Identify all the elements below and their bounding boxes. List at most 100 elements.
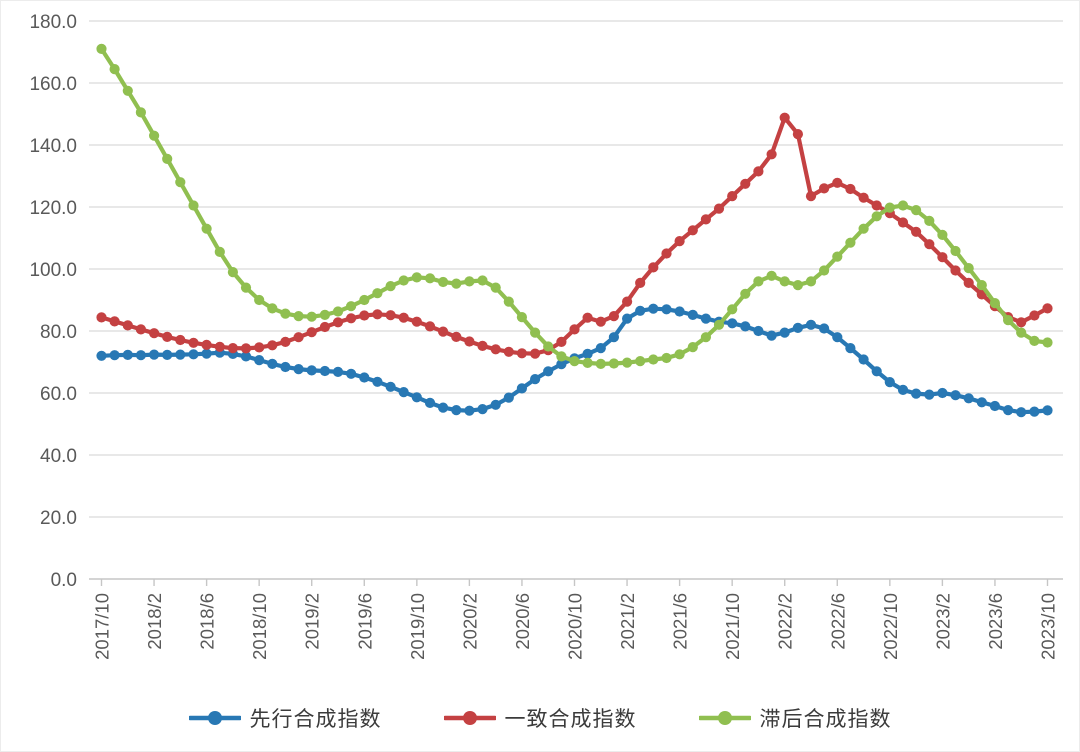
data-point-lagging [937,229,948,240]
x-axis-tick-label: 2022/6 [827,593,848,650]
data-point-lagging [346,301,357,312]
data-point-coincident [372,309,383,320]
data-point-lagging [372,288,383,299]
data-point-leading [805,319,817,330]
data-point-lagging [871,211,882,222]
data-point-lagging [319,309,330,320]
data-point-leading [109,350,120,361]
data-point-leading [1029,406,1040,417]
data-point-leading [648,303,659,314]
data-point-coincident [661,248,672,259]
data-point-coincident [950,265,961,276]
legend-item-leading: 先行合成指数 [188,703,382,733]
legend-item-coincident: 一致合成指数 [443,703,637,733]
data-point-lagging [897,200,909,211]
data-point-lagging [805,276,817,287]
data-point-leading [911,388,922,399]
data-point-coincident [319,321,330,333]
data-point-coincident [819,183,830,194]
data-point-leading [766,330,777,341]
data-point-coincident [175,334,186,346]
data-point-leading [989,400,1001,412]
data-point-coincident [254,342,265,353]
data-point-coincident [924,239,935,250]
data-point-lagging [175,177,186,188]
data-point-leading [201,348,212,359]
data-point-leading [530,374,541,385]
data-point-lagging [884,202,895,213]
data-point-coincident [451,331,462,342]
data-point-lagging [595,358,606,369]
data-point-coincident [398,312,409,323]
data-point-lagging [700,332,712,343]
data-point-coincident [1016,317,1027,328]
data-point-lagging [227,267,238,278]
data-point-coincident [96,312,107,323]
data-point-lagging [819,265,830,276]
data-point-leading [424,397,436,408]
legend-label: 滞后合成指数 [759,708,892,731]
data-point-lagging [766,270,777,281]
data-point-coincident [897,217,909,228]
data-point-coincident [687,225,698,236]
series-lagging [96,43,1053,369]
data-point-lagging [490,282,501,293]
data-point-lagging [201,223,212,234]
x-axis-tick-label: 2019/10 [407,593,428,660]
data-point-lagging [753,276,764,287]
data-point-lagging [424,273,436,284]
data-point-lagging [359,294,370,306]
data-point-lagging [608,358,620,369]
data-point-coincident [477,340,488,351]
data-point-leading [464,405,475,416]
data-point-coincident [359,310,370,321]
data-point-leading [792,322,804,333]
data-point-lagging [622,357,633,368]
data-point-lagging [477,275,488,286]
data-point-coincident [556,336,567,347]
data-point-lagging [280,308,291,319]
data-point-leading [1016,407,1027,418]
data-point-leading [503,392,514,403]
data-point-coincident [608,311,620,322]
data-point-leading [149,349,160,360]
data-point-leading [871,366,882,377]
legend-marker-icon [188,711,241,725]
data-point-lagging [1003,315,1014,326]
data-point-coincident [792,129,804,140]
data-point-coincident [595,316,606,327]
data-point-lagging [713,319,725,330]
y-axis-tick-label: 0.0 [51,570,77,591]
legend-marker-icon [698,711,751,725]
y-axis-tick-label: 60.0 [40,384,77,405]
data-point-lagging [635,356,646,367]
data-point-leading [582,348,593,359]
data-point-lagging [162,153,173,164]
data-point-coincident [424,321,436,332]
data-point-coincident [240,343,252,354]
data-point-lagging [911,205,922,216]
y-axis-tick-label: 180.0 [29,12,77,33]
data-point-leading [608,332,620,343]
data-point-leading [819,323,830,334]
data-point-coincident [700,214,712,225]
data-point-leading [1042,405,1053,416]
data-point-leading [438,402,449,413]
data-point-coincident [674,236,685,247]
data-point-coincident [149,328,160,339]
x-axis-tick-label: 2021/10 [722,593,743,660]
data-point-coincident [516,348,528,359]
data-point-lagging [385,281,396,292]
data-point-leading [556,359,567,370]
data-point-leading [398,387,409,398]
y-axis-tick-label: 40.0 [40,446,77,467]
data-point-lagging [832,251,843,262]
x-axis-tick-label: 2023/2 [932,593,953,650]
data-point-lagging [240,282,252,293]
legend-label: 一致合成指数 [504,708,637,731]
x-axis-tick-label: 2017/10 [92,593,113,660]
data-point-coincident [188,337,199,348]
data-point-lagging [188,200,199,211]
data-point-lagging [411,272,422,283]
